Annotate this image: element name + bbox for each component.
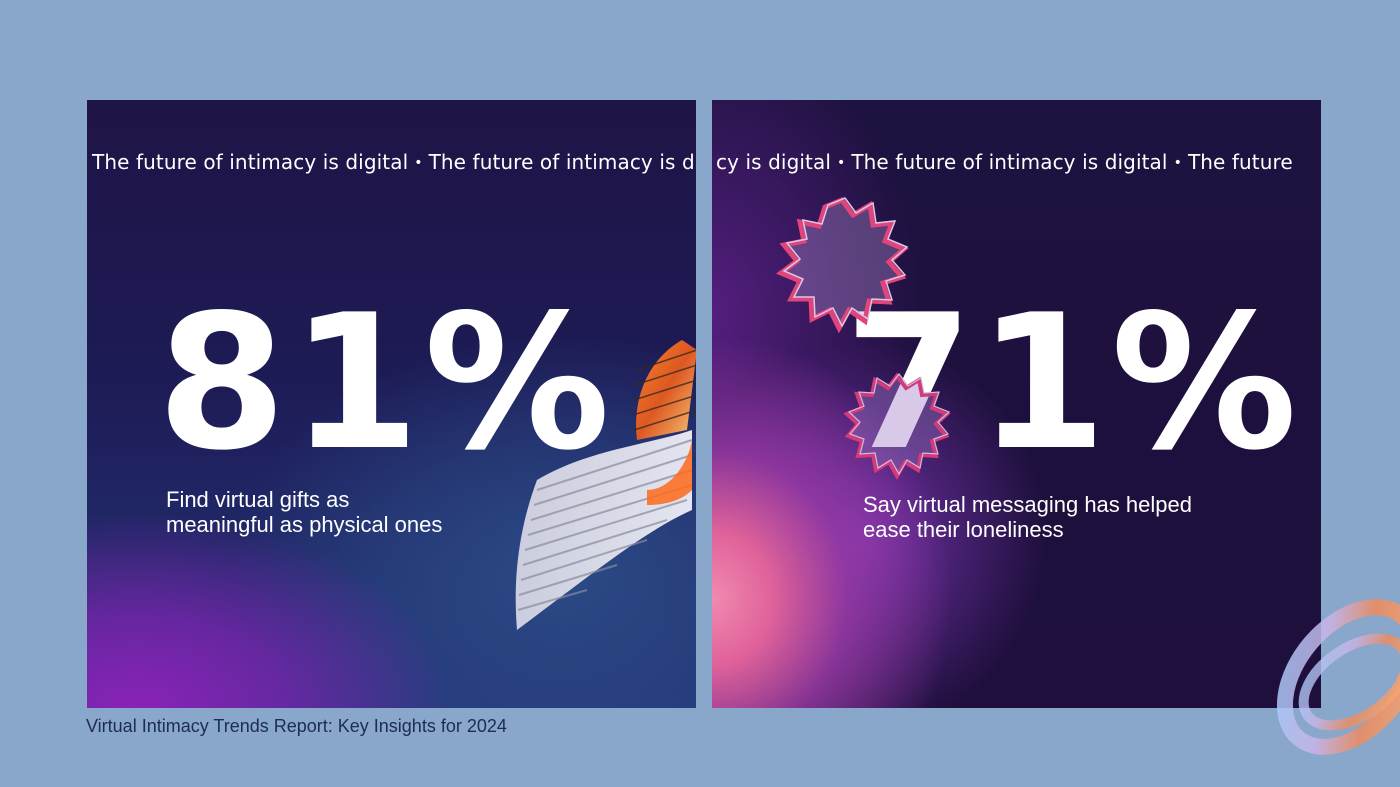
ticker-text-fragment: The future bbox=[1187, 150, 1293, 174]
ticker-text-fragment: cy is digital bbox=[716, 150, 831, 174]
ticker-text: The future of intimacy is digital bbox=[92, 150, 409, 174]
stat-description: Find virtual gifts as meaningful as phys… bbox=[166, 487, 443, 537]
ticker-separator: • bbox=[1173, 155, 1182, 171]
ribbed-ribbon-graphic bbox=[515, 340, 696, 630]
report-caption: Virtual Intimacy Trends Report: Key Insi… bbox=[86, 716, 507, 736]
iridescent-rings-graphic bbox=[1276, 599, 1400, 755]
glass-gear-small-graphic bbox=[843, 372, 951, 481]
ticker-banner: The future of intimacy is digital • The fu… bbox=[92, 150, 696, 174]
ticker-banner: cy is digital • The future of intimacy is … bbox=[716, 150, 1293, 174]
stat-value: 81% bbox=[157, 274, 615, 491]
stat-card-right: cy is digital • The future of intimacy is … bbox=[712, 100, 1321, 708]
ticker-separator: • bbox=[414, 155, 423, 171]
ticker-text: The future of intimacy is digital bbox=[428, 150, 696, 174]
stat-card-left: The future of intimacy is digital • The fu… bbox=[87, 100, 696, 708]
stat-description: Say virtual messaging has helped ease th… bbox=[863, 492, 1192, 542]
ticker-text: The future of intimacy is digital bbox=[851, 150, 1168, 174]
glass-gear-large-graphic bbox=[776, 196, 909, 334]
ticker-separator: • bbox=[836, 155, 846, 171]
